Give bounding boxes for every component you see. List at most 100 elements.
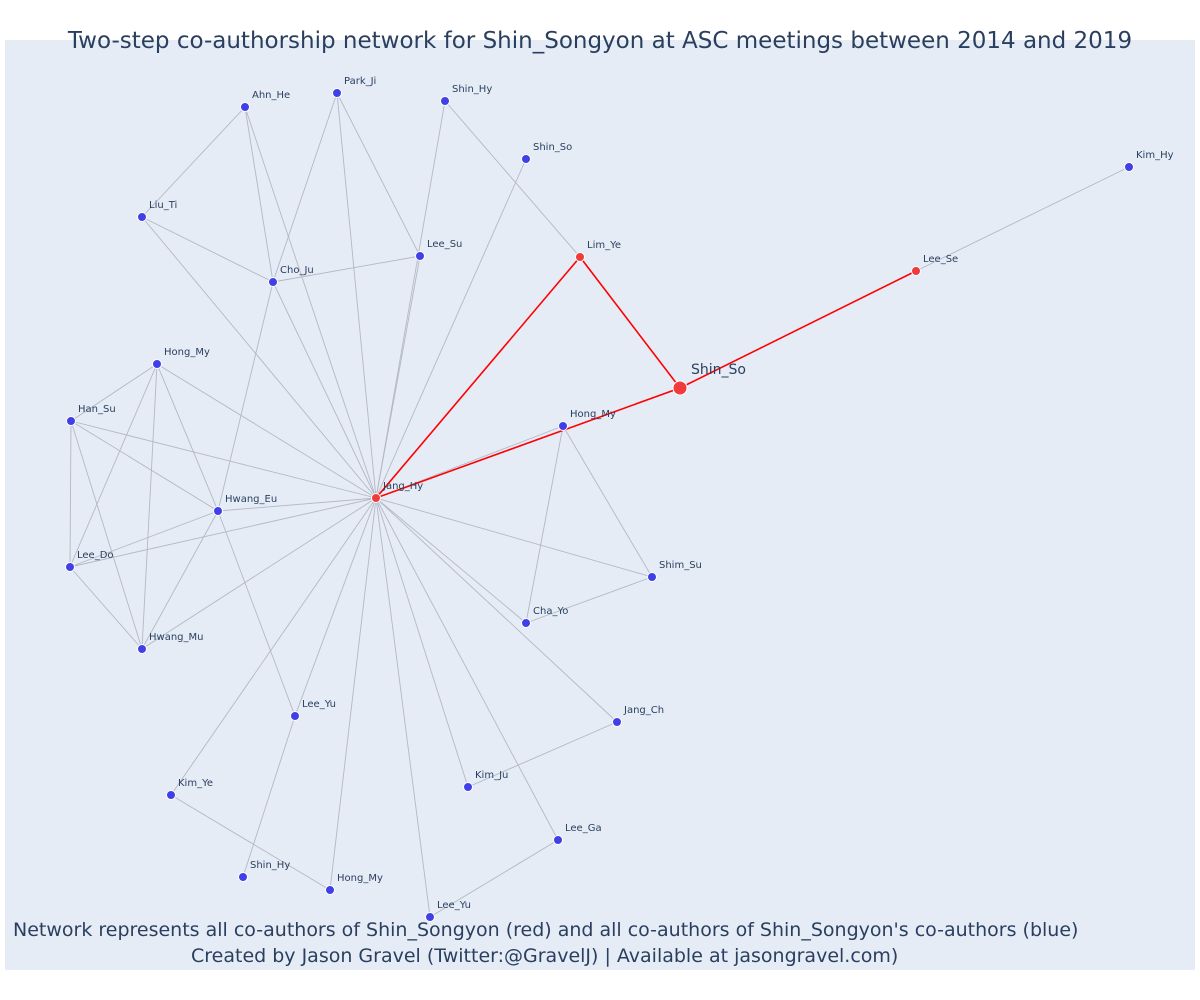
node-kim-ye[interactable] [166,790,176,800]
edge-jang_hy-han_su [70,420,377,499]
node-label-lee-se: Lee_Se [923,254,958,265]
node-label-lee-ga: Lee_Ga [565,823,602,834]
node-label-kim-ye: Kim_Ye [178,778,213,789]
edge-han_su-lee_do [69,420,72,568]
node-label-lee-yu-bottom: Lee_Yu [437,900,471,911]
edge-jang_hy-cho_ju [272,281,377,499]
node-label-han-su: Han_Su [78,404,116,415]
node-label-liu-ti: Liu_Ti [149,200,177,211]
edge-hong_my_right-cha_yo [525,425,564,624]
node-kim-hy[interactable] [1124,162,1134,172]
edge-lee_yu_mid-shin_hy_bottom [242,715,296,878]
node-park-ji[interactable] [332,88,342,98]
node-cho-ju[interactable] [268,277,278,287]
node-label-lee-do: Lee_Do [77,550,114,561]
node-lee-yu-bottom[interactable] [425,912,435,922]
edge-jang_hy-jang_ch [375,497,618,723]
node-shin-hy-bottom[interactable] [238,872,248,882]
node-lee-se[interactable] [911,266,921,276]
node-ahn-he[interactable] [240,102,250,112]
edge-lee_ga-lee_yu_bottom [429,839,559,918]
edge-jang_hy-kim_ye [170,497,377,796]
node-label-kim-hy: Kim_Hy [1136,150,1174,161]
node-shin-hy-top[interactable] [440,96,450,106]
node-lee-ga[interactable] [553,835,563,845]
node-lee-yu-mid[interactable] [290,711,300,721]
node-liu-ti[interactable] [137,212,147,222]
node-label-jang-hy: Jang_Hy [382,481,423,492]
edge-hong_my_left-lee_do [69,363,158,568]
edge-jang_hy-lee_do [69,497,377,568]
plot-area [5,40,1195,970]
edge-park_ji-lee_su [336,92,421,257]
node-label-lee-yu-mid: Lee_Yu [302,699,336,710]
edge-hong_my_right-shim_su [562,425,653,578]
node-han-su[interactable] [66,416,76,426]
node-hong-my-right[interactable] [558,421,568,431]
edge-lee_se-kim_hy [915,166,1130,272]
node-hwang-eu[interactable] [213,506,223,516]
node-layer [65,88,1134,922]
node-label-shin-hy-top: Shin_Hy [452,84,492,95]
node-jang-ch[interactable] [612,717,622,727]
edge-jang_hy-lee_yu_mid [294,497,377,717]
node-label-shin-so-center: Shin_So [691,362,746,378]
node-lee-do[interactable] [65,562,75,572]
caption-line-1: Network represents all co-authors of Shi… [13,919,1079,941]
edge-liu_ti-cho_ju [141,216,274,283]
page-title: Two-step co-authorship network for Shin_… [67,28,1133,54]
edge-hong_my_left-hwang_mu [141,363,158,650]
node-label-lee-su: Lee_Su [427,239,462,250]
edge-jang_hy-hwang_mu [141,497,377,650]
node-label-ahn-he: Ahn_He [252,90,290,101]
edge-ahn_he-liu_ti [141,106,246,218]
edge-jang_hy-lee_yu_bottom [375,497,431,918]
edge-hwang_eu-lee_yu_mid [217,510,296,717]
node-jang-hy[interactable] [371,493,381,503]
node-label-shin-hy-bottom: Shin_Hy [250,860,290,871]
edge-hwang_eu-lee_do [69,510,219,568]
node-kim-ju[interactable] [463,782,473,792]
edge-cho_ju-hwang_eu [217,281,274,512]
node-cha-yo[interactable] [521,618,531,628]
node-shim-su[interactable] [647,572,657,582]
edge-hwang_eu-hwang_mu [141,510,219,650]
node-lee-su[interactable] [415,251,425,261]
node-label-park-ji: Park_Ji [344,76,376,87]
node-label-cha-yo: Cha_Yo [533,606,568,617]
edge-han_su-hwang_eu [70,420,219,512]
node-label-hong-my-right: Hong_My [570,409,616,420]
node-label-shim-su: Shim_Su [659,560,702,571]
edge-lee_do-hwang_mu [69,566,143,650]
edge-jang_hy-lee_ga [375,497,559,841]
node-shin-so-center[interactable] [672,380,688,396]
node-label-jang-ch: Jang_Ch [623,705,664,716]
edge-jang_hy-ahn_he [244,106,377,499]
node-label-lim-ye: Lim_Ye [587,240,621,251]
node-hong-my-bottom[interactable] [325,885,335,895]
edge-jang_hy-shim_su [375,497,653,578]
node-label-cho-ju: Cho_Ju [280,265,314,276]
edge-jang_hy-hwang_eu [217,497,377,512]
label-layer: Shin_So Lim_Ye Lee_Se Jang_Hy Kim_Hy Shin_Hy S… [77,76,1174,911]
edge-lim_ye-shin_hy_top [444,100,581,258]
node-label-kim-ju: Kim_Ju [475,770,508,781]
node-label-hwang-eu: Hwang_Eu [225,494,277,505]
edge-jang_hy-park_ji [336,92,377,499]
edge-jang_hy-hong_my_left [156,363,377,499]
edge-layer [69,92,1130,918]
node-lim-ye[interactable] [575,252,585,262]
node-hong-my-left[interactable] [152,359,162,369]
edge-jang_hy-lee_su [375,255,421,499]
edge-jang_hy-hong_my_bottom [329,497,377,891]
node-shin-so-top[interactable] [521,154,531,164]
edge-jang_hy-kim_ju [375,497,469,788]
edge-ahn_he-cho_ju [244,106,274,283]
node-hwang-mu[interactable] [137,644,147,654]
edge-jang_hy-cha_yo [375,497,527,624]
edge-shin_so_center-jang_hy [375,387,681,499]
edge-shin_so_center-lim_ye [579,256,681,389]
edge-jang_hy-shin_so_top [375,158,527,499]
node-label-shin-so-top: Shin_So [533,142,572,153]
